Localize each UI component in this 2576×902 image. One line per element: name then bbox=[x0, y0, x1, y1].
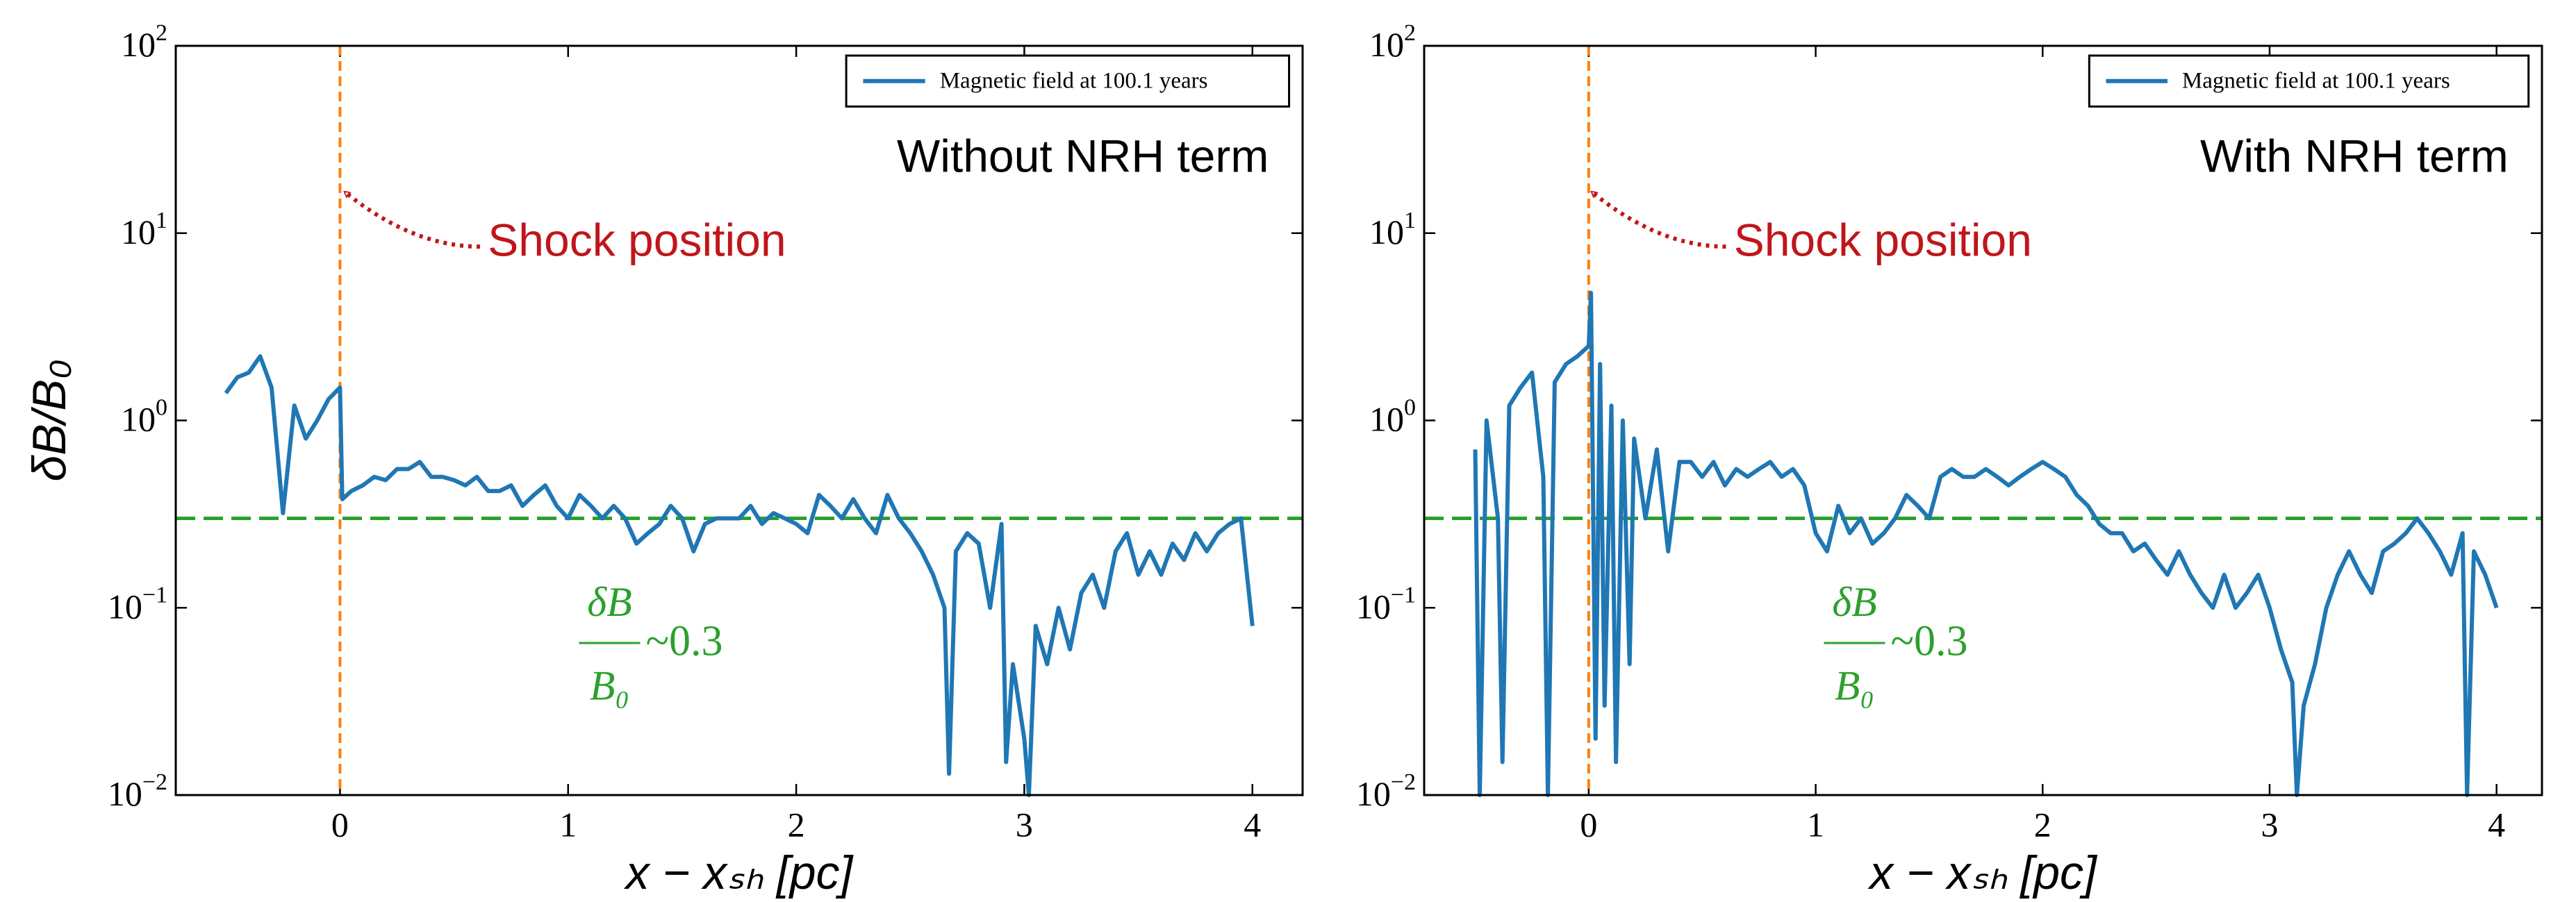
y-tick-label: 101 bbox=[121, 208, 167, 252]
data-line bbox=[224, 354, 1255, 797]
tick-base: 10 bbox=[1369, 25, 1404, 64]
tick-base: 10 bbox=[1369, 400, 1404, 439]
data-line bbox=[1473, 290, 2499, 797]
tick-exponent: 2 bbox=[156, 20, 167, 46]
tick-exponent: −2 bbox=[1391, 769, 1416, 795]
y-tick-label: 10−1 bbox=[1356, 582, 1416, 626]
x-tick-label: 1 bbox=[1807, 805, 1824, 844]
tick-base: 10 bbox=[108, 774, 142, 813]
y-tick-label: 100 bbox=[121, 394, 167, 439]
x-tick-label: 2 bbox=[788, 805, 805, 844]
x-tick-label: 4 bbox=[1244, 805, 1261, 844]
tick-base: 10 bbox=[121, 400, 156, 439]
y-tick-label: 102 bbox=[1369, 20, 1416, 65]
panel-label: Without NRH term bbox=[897, 130, 1269, 181]
tick-base: 10 bbox=[1356, 774, 1391, 813]
ratio-value: ~0.3 bbox=[645, 617, 723, 665]
legend-label: Magnetic field at 100.1 years bbox=[2182, 68, 2450, 93]
y-tick-label: 101 bbox=[1369, 208, 1416, 252]
y-tick-label: 10−2 bbox=[1356, 769, 1416, 814]
x-tick-label: 3 bbox=[2261, 805, 2278, 844]
panel-label: With NRH term bbox=[2200, 130, 2509, 181]
ratio-numerator: δB bbox=[1832, 579, 1877, 625]
shock-arrow bbox=[345, 190, 480, 249]
y-tick-label: 10−2 bbox=[108, 769, 167, 814]
x-tick-label: 4 bbox=[2488, 805, 2505, 844]
tick-exponent: −1 bbox=[142, 582, 167, 608]
x-axis-label: x − xₛₕ [pc] bbox=[1867, 846, 2098, 899]
plot-frame bbox=[1423, 44, 2543, 796]
x-tick-label: 0 bbox=[331, 805, 349, 844]
y-tick-label: 102 bbox=[121, 20, 167, 65]
shock-arrow bbox=[1592, 190, 1726, 249]
tick-exponent: 1 bbox=[156, 208, 167, 233]
legend-label: Magnetic field at 100.1 years bbox=[940, 68, 1208, 93]
ratio-value: ~0.3 bbox=[1890, 617, 1967, 665]
tick-base: 10 bbox=[108, 587, 142, 626]
arrow-label: Shock position bbox=[488, 214, 786, 265]
x-tick-label: 1 bbox=[559, 805, 577, 844]
tick-exponent: 2 bbox=[1404, 20, 1416, 46]
tick-exponent: −2 bbox=[142, 769, 167, 795]
tick-base: 10 bbox=[121, 212, 156, 251]
plot-frame bbox=[174, 44, 1304, 796]
y-tick-label: 10−1 bbox=[108, 582, 167, 626]
x-axis-label: x − xₛₕ [pc] bbox=[624, 846, 854, 899]
x-tick-label: 3 bbox=[1016, 805, 1033, 844]
y-axis-label: δB/B₀ bbox=[23, 359, 76, 481]
ratio-denominator: B₀ bbox=[590, 663, 630, 709]
y-tick-label: 100 bbox=[1369, 394, 1416, 439]
tick-base: 10 bbox=[121, 25, 156, 64]
tick-exponent: 1 bbox=[1404, 208, 1416, 233]
arrow-label: Shock position bbox=[1734, 214, 2032, 265]
ratio-denominator: B₀ bbox=[1835, 663, 1875, 709]
tick-exponent: −1 bbox=[1391, 582, 1416, 608]
tick-exponent: 0 bbox=[156, 394, 167, 420]
x-tick-label: 2 bbox=[2034, 805, 2051, 844]
ratio-numerator: δB bbox=[587, 579, 632, 625]
tick-exponent: 0 bbox=[1404, 394, 1416, 420]
tick-base: 10 bbox=[1369, 212, 1404, 251]
x-tick-label: 0 bbox=[1580, 805, 1597, 844]
tick-base: 10 bbox=[1356, 587, 1391, 626]
